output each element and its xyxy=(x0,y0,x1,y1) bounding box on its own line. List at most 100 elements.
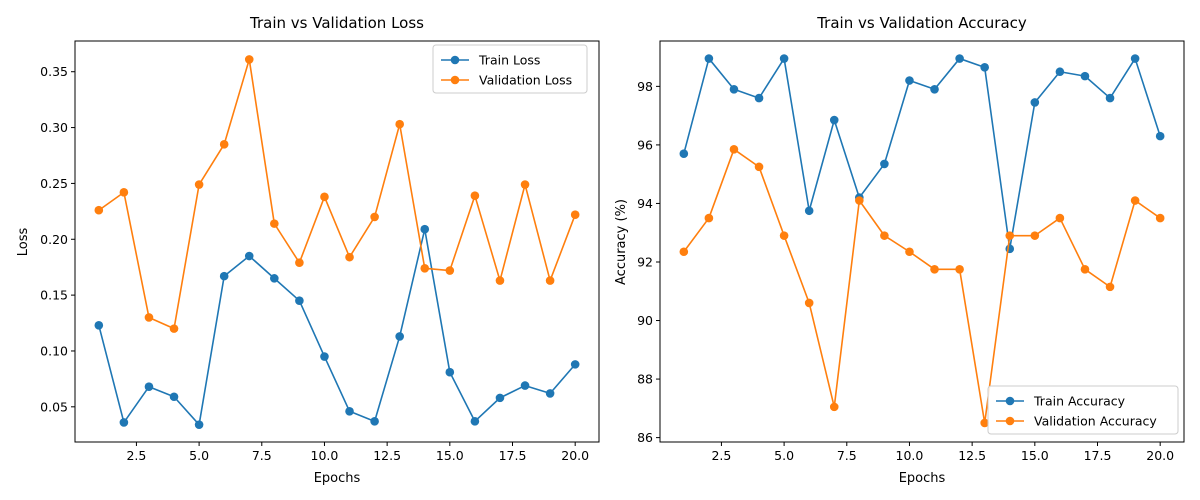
loss-xtick-label: 20.0 xyxy=(561,448,589,463)
accuracy-series-train-point xyxy=(1155,131,1165,141)
accuracy-xtick-label: 2.5 xyxy=(711,448,731,463)
accuracy-series-train-point xyxy=(829,115,839,125)
accuracy-series-validation-point xyxy=(1080,265,1090,274)
loss-series-train-point xyxy=(370,417,379,426)
accuracy-series-train-line xyxy=(683,57,1161,250)
loss-series-train-point xyxy=(395,332,404,341)
loss-series-train-point xyxy=(470,417,480,426)
loss-legend-marker xyxy=(450,75,460,85)
accuracy-series-validation-point xyxy=(829,402,839,412)
accuracy-chart-xlabel: Epochs xyxy=(899,471,946,486)
loss-chart-xlabel: Epochs xyxy=(314,471,361,486)
loss-series-validation-point xyxy=(320,192,329,202)
loss-series-train-point xyxy=(119,418,129,427)
loss-series-train-point xyxy=(570,360,580,369)
accuracy-series-train-point xyxy=(679,149,689,158)
loss-series-validation-point xyxy=(470,191,480,201)
accuracy-series-validation-point xyxy=(855,196,864,205)
loss-series-train-point xyxy=(545,389,555,398)
accuracy-series-validation-point xyxy=(779,231,789,240)
loss-series-train-point xyxy=(194,420,204,429)
accuracy-series-validation-line xyxy=(683,148,1161,424)
accuracy-series-validation-point xyxy=(754,162,764,172)
accuracy-xtick-label: 10.0 xyxy=(896,448,924,463)
loss-chart-title: Train vs Validation Loss xyxy=(249,14,424,32)
accuracy-series-train-point xyxy=(1080,71,1090,81)
accuracy-legend: Train Accuracy Validation Accuracy xyxy=(987,385,1179,435)
loss-series-train-point xyxy=(219,271,229,281)
accuracy-axes-frame xyxy=(659,40,1185,443)
accuracy-series-train-point xyxy=(980,63,989,72)
loss-series-validation-point xyxy=(570,210,580,219)
loss-xtick-label: 10.0 xyxy=(311,448,339,463)
loss-legend-label: Train Loss xyxy=(478,53,540,68)
loss-ytick-label: 0.35 xyxy=(40,64,68,79)
loss-series-validation-point xyxy=(495,276,505,285)
loss-series-train-point xyxy=(495,393,505,403)
loss-legend-box xyxy=(432,44,588,94)
accuracy-series-train-point xyxy=(1030,98,1040,107)
loss-series-train-point xyxy=(520,381,530,390)
accuracy-series-train-point xyxy=(779,54,789,63)
loss-series-validation-point xyxy=(94,205,104,215)
loss-series-validation-point xyxy=(244,55,254,64)
accuracy-xtick-label: 12.5 xyxy=(958,448,986,463)
accuracy-series-validation-point xyxy=(1030,231,1040,240)
accuracy-series-train-point xyxy=(1055,67,1065,77)
accuracy-series-train-point xyxy=(1130,54,1140,63)
loss-xtick-label: 15.0 xyxy=(436,448,464,463)
accuracy-ytick-label: 96 xyxy=(637,137,653,152)
loss-series-train-point xyxy=(270,274,279,283)
accuracy-series-validation-point xyxy=(955,265,964,274)
loss-xtick-label: 5.0 xyxy=(189,448,209,463)
loss-series-validation-point xyxy=(194,180,204,189)
accuracy-series-train-point xyxy=(1005,244,1015,254)
accuracy-series-validation-point xyxy=(704,213,714,223)
loss-series-train-point xyxy=(94,320,104,330)
accuracy-series-train-point xyxy=(729,84,739,94)
loss-series-train-point xyxy=(244,251,254,261)
accuracy-series-validation-point xyxy=(930,265,939,274)
accuracy-series-train-point xyxy=(804,206,814,216)
loss-chart: Train vs Validation Loss Epochs Loss 2.5… xyxy=(16,14,600,486)
accuracy-ytick-label: 98 xyxy=(637,79,653,94)
loss-series-train-point xyxy=(144,382,154,392)
loss-series-validation-point xyxy=(270,219,279,228)
loss-ytick-label: 0.15 xyxy=(40,288,68,303)
accuracy-xtick-label: 17.5 xyxy=(1084,448,1112,463)
accuracy-xtick-label: 20.0 xyxy=(1146,448,1174,463)
loss-series-validation-point xyxy=(219,140,229,149)
accuracy-series-validation-point xyxy=(880,231,889,240)
accuracy-chart-title: Train vs Validation Accuracy xyxy=(816,14,1027,32)
loss-ytick-label: 0.30 xyxy=(40,120,68,135)
loss-series-validation-point xyxy=(545,276,555,285)
accuracy-chart: Train vs Validation Accuracy Epochs Accu… xyxy=(614,14,1185,486)
loss-series-validation-point xyxy=(345,252,354,262)
loss-series-train-point xyxy=(169,392,179,402)
loss-xtick-label: 12.5 xyxy=(373,448,401,463)
loss-xtick-label: 2.5 xyxy=(126,448,146,463)
loss-series-train-point xyxy=(295,296,304,306)
accuracy-ytick-label: 90 xyxy=(637,313,653,328)
accuracy-series-train-point xyxy=(704,54,714,63)
accuracy-series-validation-point xyxy=(679,247,689,257)
accuracy-legend-marker xyxy=(1005,416,1015,426)
loss-series-train-point xyxy=(420,224,430,234)
accuracy-xtick-label: 7.5 xyxy=(837,448,857,463)
accuracy-series-validation-point xyxy=(1005,231,1015,240)
accuracy-series-validation-point xyxy=(729,144,739,154)
accuracy-ytick-label: 94 xyxy=(637,196,653,211)
loss-series-validation-point xyxy=(420,264,430,273)
accuracy-xtick-label: 15.0 xyxy=(1021,448,1049,463)
loss-xtick-label: 7.5 xyxy=(252,448,272,463)
loss-series-validation-point xyxy=(395,119,404,129)
accuracy-series-train-point xyxy=(754,93,764,103)
loss-series-validation-line xyxy=(98,58,576,330)
accuracy-series-train-point xyxy=(1105,93,1115,103)
accuracy-series-train-point xyxy=(905,76,914,85)
accuracy-series-validation-point xyxy=(980,418,989,428)
loss-series-validation-point xyxy=(520,180,530,189)
loss-series-validation-point xyxy=(119,188,129,197)
accuracy-legend-box xyxy=(987,385,1179,435)
